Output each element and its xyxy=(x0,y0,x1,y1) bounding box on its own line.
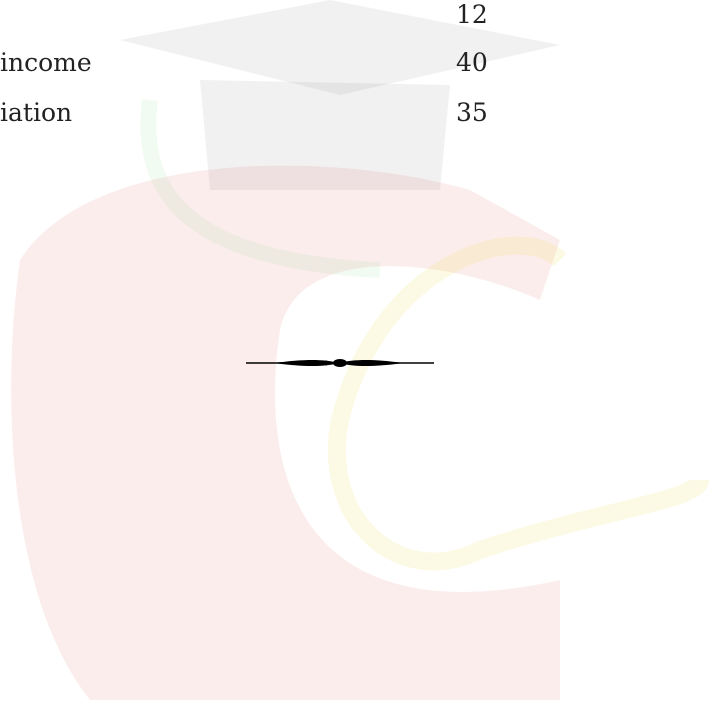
row: ciation 35 xyxy=(0,98,716,138)
row-value: 40 xyxy=(456,48,488,77)
page: 12 income 40 ciation 35 xyxy=(0,0,716,708)
row-label: ciation xyxy=(0,98,72,127)
row-label: income xyxy=(0,48,92,77)
divider xyxy=(244,352,436,374)
row-value: 35 xyxy=(456,98,488,127)
row: income 40 xyxy=(0,48,716,88)
row: 12 xyxy=(0,0,716,40)
row-value: 12 xyxy=(456,0,488,29)
